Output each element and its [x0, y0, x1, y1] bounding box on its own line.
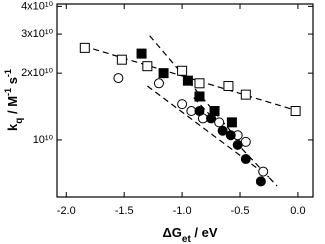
circle-marker: [206, 113, 217, 124]
circle-marker: [194, 106, 205, 117]
label-part: s: [5, 77, 20, 88]
fit-line: [146, 85, 270, 178]
square-marker: [177, 65, 188, 76]
circle-marker: [258, 166, 269, 177]
square-marker: [223, 81, 234, 92]
square-marker: [142, 61, 153, 72]
square-marker: [290, 106, 301, 117]
y-tick-label: 4x10¹⁰: [21, 0, 54, 12]
circle-marker: [113, 73, 124, 84]
x-axis-label: ΔGet / eV: [162, 225, 217, 244]
label-part: -1: [3, 69, 13, 77]
label-part: / eV: [191, 225, 218, 240]
circle-marker: [240, 154, 251, 165]
label-part: k: [5, 123, 20, 131]
circle-marker: [217, 125, 228, 136]
y-tick-label: 10¹⁰: [33, 134, 54, 146]
x-tick-label: 0.0: [290, 205, 305, 217]
circle-marker: [177, 99, 188, 110]
circle-marker: [255, 176, 266, 187]
x-tick-label: -1.5: [115, 205, 134, 217]
x-tick-label: -0.5: [231, 205, 250, 217]
circle-marker: [225, 130, 236, 141]
square-marker: [194, 78, 205, 89]
label-part: q: [14, 118, 25, 124]
label-part: / M: [5, 96, 20, 118]
circle-marker: [232, 139, 243, 150]
y-tick-label: 2x10¹⁰: [21, 67, 54, 79]
square-marker: [158, 68, 169, 79]
plot-frame: [56, 3, 314, 198]
label-part: ΔG: [162, 225, 181, 240]
square-marker: [79, 42, 90, 53]
square-marker: [240, 89, 251, 100]
square-marker: [136, 48, 147, 59]
label-part: et: [182, 234, 192, 244]
y-tick-label: 3x10¹⁰: [21, 28, 54, 40]
square-marker: [116, 54, 127, 65]
x-tick-label: -2.0: [57, 205, 76, 217]
square-marker: [182, 75, 193, 86]
circle-marker: [214, 117, 225, 128]
label-part: -1: [3, 88, 13, 96]
y-axis-label: kq / M-1 s-1: [3, 69, 25, 131]
x-tick-label: -1.0: [173, 205, 192, 217]
circle-marker: [153, 78, 164, 89]
square-marker: [194, 91, 205, 102]
square-marker: [226, 117, 237, 128]
